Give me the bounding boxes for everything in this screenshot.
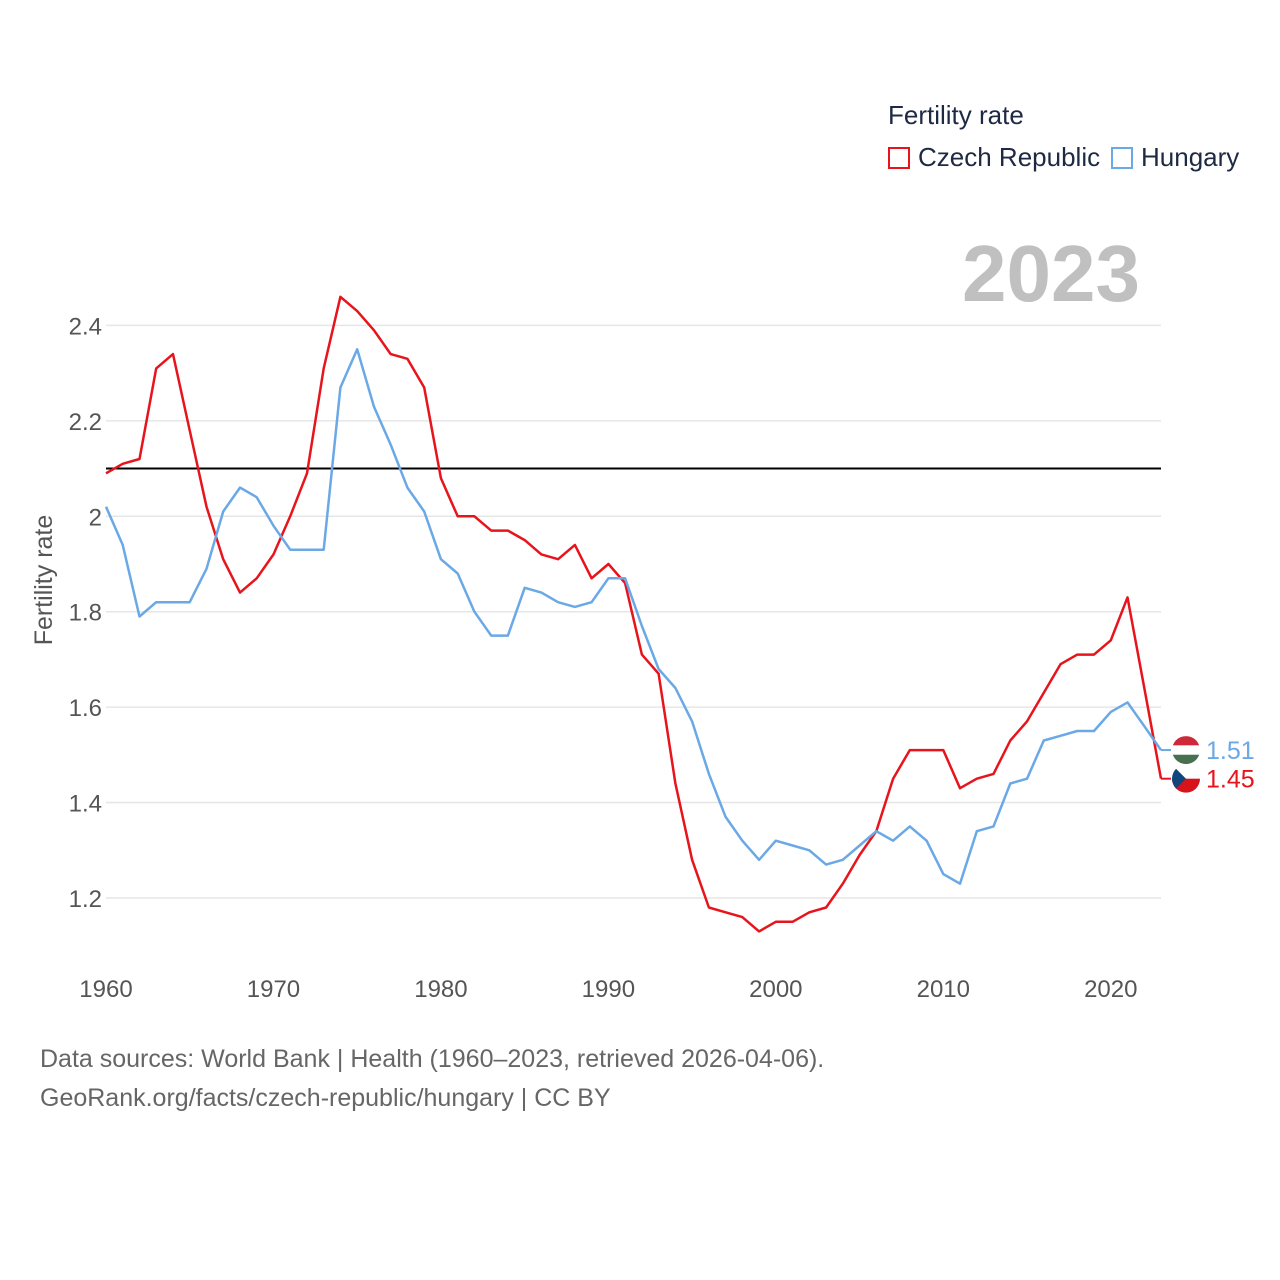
x-tick-label: 1960 (79, 976, 132, 1003)
end-label-hungary: 1.51 (1206, 737, 1255, 765)
y-tick-label: 1.6 (69, 695, 102, 722)
czech-flag-icon (1172, 764, 1200, 793)
y-tick-label: 2.2 (69, 409, 102, 436)
y-tick-label: 1.2 (69, 886, 102, 913)
end-label-czech: 1.45 (1206, 766, 1255, 794)
y-axis-label: Fertility rate (30, 515, 58, 646)
legend-label-czech: Czech Republic (918, 142, 1101, 172)
y-axis-ticks: 1.2 1.4 1.6 1.8 2 2.2 2.4 (69, 313, 102, 913)
footer-link[interactable]: GeoRank.org/facts/czech-republic/hungary… (40, 1084, 611, 1112)
y-tick-label: 2 (89, 504, 102, 531)
gridlines (106, 324, 1161, 899)
hungary-swatch-icon (1111, 146, 1133, 169)
czech-swatch-icon (888, 146, 910, 169)
x-tick-label: 2000 (749, 976, 802, 1003)
x-tick-label: 1990 (582, 976, 635, 1003)
y-tick-label: 2.4 (69, 313, 102, 340)
y-tick-label: 1.8 (69, 600, 102, 627)
y-tick-label: 1.4 (69, 791, 102, 818)
x-axis-ticks: 1960 1970 1980 1990 2000 2010 2020 (79, 976, 1137, 1003)
legend-item-hungary[interactable]: Hungary (1111, 142, 1239, 173)
legend-title: Fertility rate (888, 100, 1024, 130)
legend-item-czech[interactable]: Czech Republic (888, 142, 1100, 173)
x-tick-label: 1980 (414, 976, 467, 1003)
series-line-czech[interactable] (105, 295, 1163, 933)
x-tick-label: 1970 (247, 976, 300, 1003)
footer-source: Data sources: World Bank | Health (1960–… (40, 1045, 825, 1073)
hungary-flag-icon (1172, 736, 1200, 765)
end-markers: 1.511.45 (1161, 736, 1255, 794)
legend-label-hungary: Hungary (1141, 142, 1240, 172)
x-tick-label: 2020 (1084, 976, 1137, 1003)
year-label: 2023 (962, 229, 1140, 318)
series-line-hungary[interactable] (104, 348, 1163, 885)
series-lines (104, 295, 1163, 933)
x-tick-label: 2010 (917, 976, 970, 1003)
